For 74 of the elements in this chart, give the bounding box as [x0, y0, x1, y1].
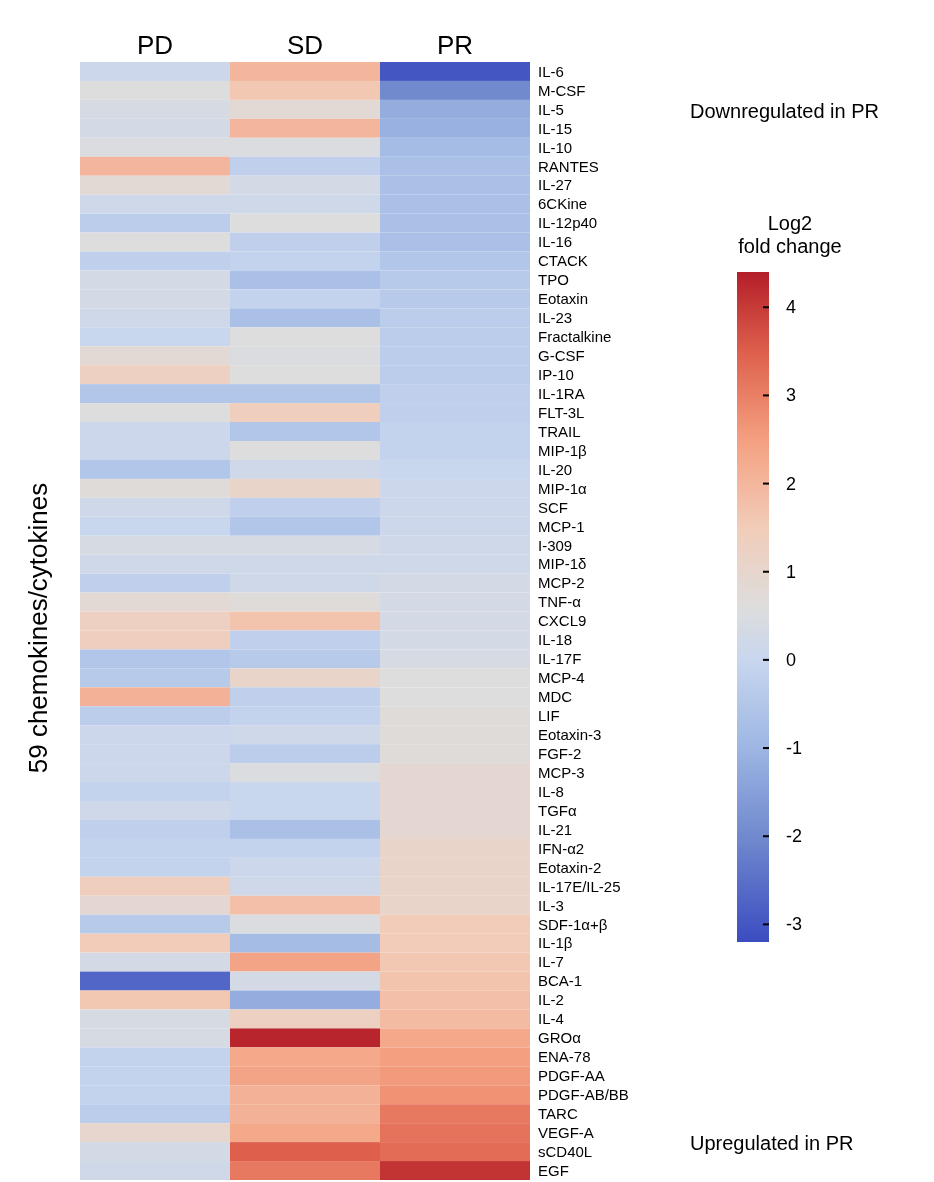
color-bar-label: 1	[786, 561, 797, 582]
text: Downregulated in PR	[690, 100, 879, 123]
y-tick-label: IL-16	[538, 233, 573, 251]
y-tick-label: IL-27	[538, 176, 573, 194]
y-tick-label: MIP-1α	[538, 479, 587, 497]
x-tick-label: SD	[286, 30, 324, 60]
y-tick-label: VEGF-A	[538, 1123, 594, 1141]
y-tick-label: 6CKine	[538, 195, 588, 213]
y-tick-label: IL-23	[538, 309, 573, 327]
y-tick-label: Eotaxin-2	[538, 858, 602, 876]
y-tick-label: IL-17F	[538, 650, 582, 668]
y-tick-label: EGF	[538, 1161, 569, 1179]
y-tick-label: SDF-1α+β	[538, 915, 608, 933]
color-bar-label: 2	[786, 473, 797, 494]
y-tick-label: TARC	[538, 1105, 578, 1122]
y-tick-label: TRAIL	[538, 422, 581, 440]
y-tick-label: IL-5	[538, 100, 564, 118]
y-tick-label: I-309	[538, 536, 573, 554]
y-tick-label: Fractalkine	[538, 328, 612, 346]
y-tick-label: IL-1β	[538, 934, 573, 952]
y-tick-label: FGF-2	[538, 744, 582, 762]
y-tick-label: IL-4	[538, 1010, 564, 1028]
y-tick-label: MIP-1β	[538, 441, 587, 459]
y-tick-label: TNF-α	[538, 593, 582, 611]
y-tick-label: LIF	[538, 707, 560, 725]
y-tick-label: MCP-1	[538, 517, 585, 535]
y-tick-label: IL-1RA	[538, 384, 585, 402]
y-tick-label: MIP-1δ	[538, 555, 587, 573]
y-tick-label: sCD40L	[538, 1142, 593, 1160]
y-tick-label: TGFα	[538, 801, 577, 819]
y-tick-label: IL-20	[538, 460, 573, 478]
y-tick-label: SCF	[538, 498, 568, 516]
color-bar-label: 0	[786, 649, 797, 670]
y-tick-label: M-CSF	[538, 81, 586, 99]
y-tick-label: MCP-3	[538, 763, 585, 781]
y-tick-label: IL-17E/IL-25	[538, 877, 621, 895]
y-tick-label: PDGF-AA	[538, 1067, 605, 1085]
y-tick-label: IL-3	[538, 896, 564, 914]
y-tick-label: IL-18	[538, 631, 573, 649]
color-bar-label: -3	[786, 914, 803, 935]
color-bar-label: 3	[786, 385, 797, 406]
y-tick-label: BCA-1	[538, 972, 583, 990]
y-tick-label: IL-6	[538, 62, 564, 80]
y-tick-label: IL-2	[538, 991, 564, 1009]
y-tick-label: IL-12p40	[538, 214, 598, 232]
y-tick-label: IL-8	[538, 782, 564, 800]
x-tick-label: PR	[436, 30, 474, 60]
x-tick-label: PD	[136, 30, 174, 60]
color-bar-title: Log2 fold change	[737, 212, 843, 258]
y-tick-label: IL-21	[538, 820, 573, 838]
y-tick-label: TPO	[538, 271, 569, 289]
y-tick-label: CTACK	[538, 252, 588, 270]
y-tick-label: FLT-3L	[538, 403, 585, 421]
y-tick-label: PDGF-AB/BB	[538, 1086, 629, 1104]
y-tick-label: Eotaxin-3	[538, 726, 602, 744]
y-tick-label: MCP-2	[538, 574, 585, 592]
y-tick-label: RANTES	[538, 157, 599, 175]
text: Upregulated in PR	[690, 1132, 854, 1155]
color-bar-label: 4	[786, 297, 797, 318]
color-bar-label: -1	[786, 738, 803, 759]
y-tick-label: IL-10	[538, 138, 573, 156]
y-tick-label: IL-7	[538, 953, 564, 971]
y-tick-label: ENA-78	[538, 1048, 591, 1066]
y-axis-title: 59 chemokines/cytokines	[22, 482, 54, 774]
y-tick-label: IL-15	[538, 119, 573, 137]
y-tick-label: G-CSF	[538, 347, 585, 365]
y-tick-label: GROα	[538, 1029, 582, 1047]
y-tick-label: MDC	[538, 688, 573, 706]
y-tick-label: IFN-α2	[538, 839, 585, 857]
y-tick-label: CXCL9	[538, 612, 587, 630]
y-tick-label: IP-10	[538, 365, 574, 383]
color-bar-label: -2	[786, 826, 803, 847]
y-tick-label: MCP-4	[538, 669, 585, 687]
y-tick-label: Eotaxin	[538, 290, 589, 308]
